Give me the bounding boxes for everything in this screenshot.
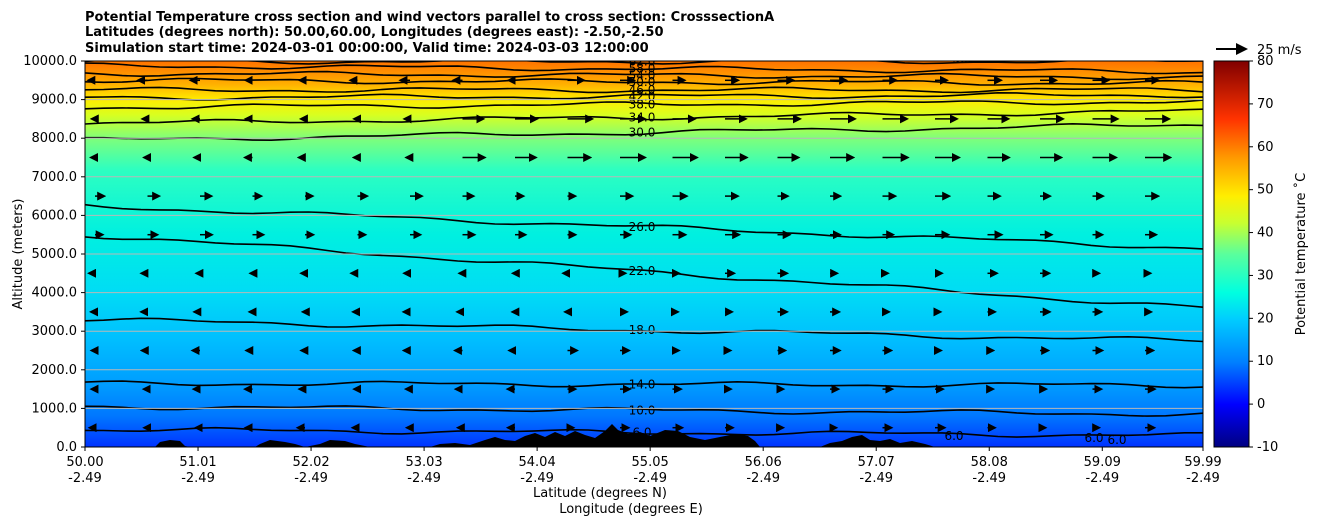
y-tick-label: 10000.0 xyxy=(23,54,77,69)
contour-label: 6.0 xyxy=(944,429,963,443)
y-tick-label: 3000.0 xyxy=(32,324,78,339)
x-tick-label-lat: 59.09 xyxy=(1084,455,1121,470)
contour-label: 46.0 xyxy=(629,83,656,97)
contour-label: 38.0 xyxy=(629,97,656,111)
contour-label: 6.0 xyxy=(1084,431,1103,445)
contour-label: 58.0 xyxy=(953,52,980,66)
wind-key-label: 25 m/s xyxy=(1257,43,1302,58)
contour-line xyxy=(85,91,1203,101)
chart-title-line-1: Potential Temperature cross section and … xyxy=(85,10,774,25)
x-tick-label-lon: -2.49 xyxy=(68,471,102,486)
x-tick-label-lat: 51.01 xyxy=(179,455,216,470)
contour-label: 10.0 xyxy=(629,403,656,417)
y-tick-label: 4000.0 xyxy=(32,286,78,301)
contour-line xyxy=(85,86,1203,94)
colorbar-tick-label: 70 xyxy=(1257,97,1274,112)
x-tick-label-lat: 54.04 xyxy=(519,455,556,470)
contour-line xyxy=(85,236,1203,308)
y-tick-label: 7000.0 xyxy=(32,170,78,185)
contour-label: 22.0 xyxy=(629,264,656,278)
colorbar-tick-label: 60 xyxy=(1257,140,1274,155)
colorbar: -10 0 10 20 30 40 50 60 70 80 Potential temperatu… xyxy=(1213,54,1309,455)
contour-label: 30.0 xyxy=(629,125,656,139)
x-tick-label-lon: -2.49 xyxy=(520,471,554,486)
x-tick-label-lat: 53.03 xyxy=(405,455,442,470)
colorbar-tick-label: 20 xyxy=(1257,311,1274,326)
colorbar-tick-label: -10 xyxy=(1257,440,1278,455)
x-tick-label-lon: -2.49 xyxy=(407,471,441,486)
contour-label: 14.0 xyxy=(629,377,656,391)
contour-line xyxy=(85,61,1203,65)
wind-vectors xyxy=(86,75,1173,433)
contour-line xyxy=(85,203,1203,250)
x-tick-label-lon: -2.49 xyxy=(972,471,1006,486)
x-tick-label-lon: -2.49 xyxy=(181,471,215,486)
x-axis-label-lon: Longitude (degrees E) xyxy=(559,502,703,517)
x-tick-label-lat: 58.08 xyxy=(971,455,1008,470)
colorbar-gradient xyxy=(1213,60,1250,448)
contour-line xyxy=(85,77,1203,86)
contour-label: 26.0 xyxy=(629,220,656,234)
contour-line xyxy=(85,380,1203,389)
contour-label: 62.0 xyxy=(629,54,656,68)
contour-label: 58.0 xyxy=(629,62,656,76)
y-tick-label: 6000.0 xyxy=(32,208,78,223)
x-axis-ticks: 50.00-2.4951.01-2.4952.02-2.4953.03-2.49… xyxy=(66,447,1222,486)
y-axis-label: Altitude (meters) xyxy=(11,199,26,310)
horizontal-grid xyxy=(85,99,1203,409)
y-axis-ticks: 0.0 1000.0 2000.0 3000.0 4000.0 5000.0 6000.0 7… xyxy=(23,54,85,455)
chart-title-line-2: Latitudes (degrees north): 50.00,60.00, … xyxy=(85,25,664,40)
x-tick-label-lat: 52.02 xyxy=(292,455,329,470)
terrain xyxy=(155,424,935,447)
colorbar-tick-label: 30 xyxy=(1257,268,1274,283)
x-tick-label-lon: -2.49 xyxy=(1186,471,1220,486)
wind-key: 25 m/s xyxy=(1216,43,1302,58)
x-tick-label-lon: -2.49 xyxy=(1085,471,1119,486)
x-tick-label-lon: -2.49 xyxy=(633,471,667,486)
contour-label: 6.0 xyxy=(1107,433,1126,447)
colorbar-tick-label: 80 xyxy=(1257,54,1274,69)
colorbar-tick-label: 50 xyxy=(1257,183,1274,198)
x-tick-label-lon: -2.49 xyxy=(859,471,893,486)
y-tick-label: 2000.0 xyxy=(32,363,78,378)
y-tick-label: 9000.0 xyxy=(32,93,78,108)
contour-line xyxy=(85,99,1203,110)
x-tick-label-lat: 56.06 xyxy=(745,455,782,470)
colorbar-tick-label: 10 xyxy=(1257,354,1274,369)
colorbar-tick-label: 0 xyxy=(1257,397,1265,412)
colorbar-tick-label: 40 xyxy=(1257,226,1274,241)
contour-label: 34.0 xyxy=(629,110,656,124)
x-tick-label-lat: 55.05 xyxy=(632,455,669,470)
y-tick-label: 0.0 xyxy=(56,440,77,455)
x-tick-label-lat: 57.07 xyxy=(858,455,895,470)
contour-line xyxy=(85,70,1203,81)
plot-area: 62.058.054.050.046.042.038.034.030.026.0… xyxy=(85,52,1203,447)
y-tick-label: 1000.0 xyxy=(32,401,78,416)
colorbar-label: Potential temperature ˚C xyxy=(1293,173,1309,336)
y-tick-label: 5000.0 xyxy=(32,247,78,262)
chart-title-line-3: Simulation start time: 2024-03-01 00:00:… xyxy=(85,41,649,56)
contour-line xyxy=(85,62,1203,75)
y-tick-label: 8000.0 xyxy=(32,131,78,146)
contour-line xyxy=(85,405,1203,417)
x-axis-label-lat: Latitude (degrees N) xyxy=(533,486,667,501)
x-tick-label-lat: 50.00 xyxy=(66,455,103,470)
colorbar-ticks: -10 0 10 20 30 40 50 60 70 80 xyxy=(1249,54,1278,455)
contour-line xyxy=(85,122,1203,142)
x-tick-label-lon: -2.49 xyxy=(746,471,780,486)
x-tick-label-lat: 59.99 xyxy=(1184,455,1221,470)
contour-label: 18.0 xyxy=(629,323,656,337)
x-tick-label-lon: -2.49 xyxy=(294,471,328,486)
